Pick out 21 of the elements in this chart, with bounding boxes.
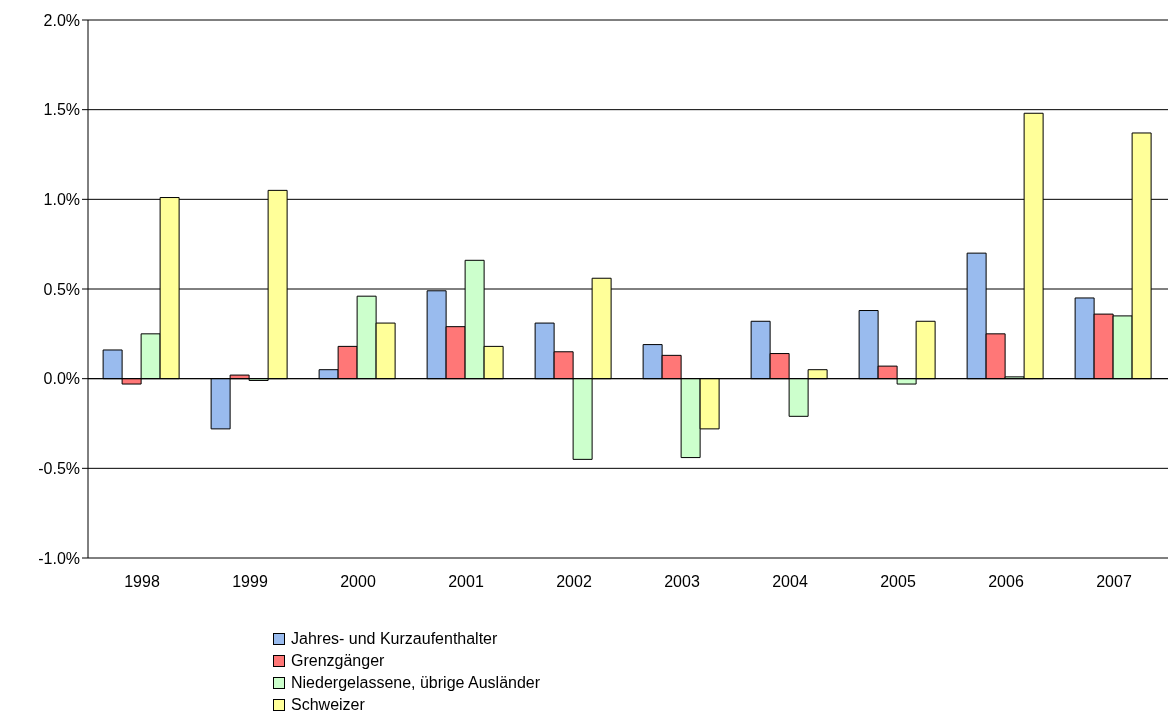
x-tick-label: 2002 <box>556 573 592 591</box>
x-tick-label: 2000 <box>340 573 376 591</box>
y-tick-label: 1.0% <box>43 191 80 209</box>
x-tick-label: 2003 <box>664 573 700 591</box>
x-tick-label: 2005 <box>880 573 916 591</box>
y-tick-label: -0.5% <box>38 460 80 478</box>
x-tick-label: 2001 <box>448 573 484 591</box>
y-tick-label: 0.0% <box>43 370 80 388</box>
legend-label: Jahres- und Kurzaufenthalter <box>291 629 498 649</box>
x-tick-label: 1999 <box>232 573 268 591</box>
x-tick-label: 1998 <box>124 573 160 591</box>
x-tick-label: 2007 <box>1096 573 1132 591</box>
y-tick-label: 1.5% <box>43 101 80 119</box>
y-tick-label: 2.0% <box>43 11 80 29</box>
legend-label: Grenzgänger <box>291 651 385 671</box>
y-tick-label: -1.0% <box>38 549 80 567</box>
x-tick-label: 2004 <box>772 573 808 591</box>
legend-label: Niedergelassene, übrige Ausländer <box>291 673 541 693</box>
x-tick-label: 2006 <box>988 573 1024 591</box>
y-tick-label: 0.5% <box>43 280 80 298</box>
legend-label: Schweizer <box>291 695 365 715</box>
